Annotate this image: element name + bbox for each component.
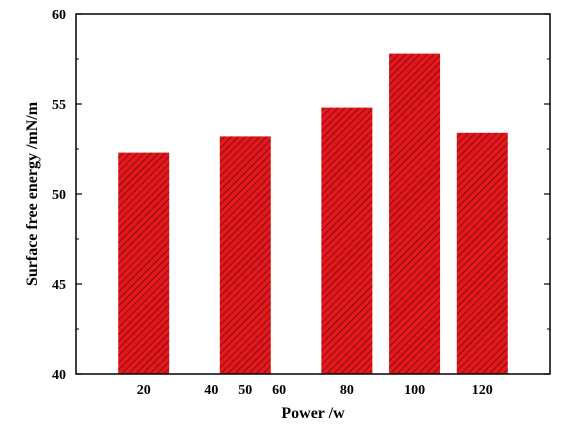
x-tick-label-120: 120: [472, 383, 493, 398]
y-tick-label-40: 40: [52, 368, 66, 383]
y-tick-label-50: 50: [52, 188, 66, 203]
bar-80: [321, 107, 373, 374]
bars-layer: [118, 53, 508, 374]
x-axis-title: Power /w: [281, 405, 345, 422]
y-tick-label-60: 60: [52, 8, 66, 23]
labels-layer: 40 45 50 55 60 20 40 50 60 80 100 120: [52, 8, 493, 398]
x-tick-label-20: 20: [137, 383, 151, 398]
ticks-layer: [76, 13, 550, 375]
bar-20: [118, 152, 170, 374]
bar-100: [389, 53, 441, 374]
y-axis-title: Surface free energy /mN/m: [24, 101, 41, 286]
y-tick-label-55: 55: [52, 98, 66, 113]
bar-120: [456, 132, 508, 374]
x-tick-label-60: 60: [272, 383, 286, 398]
x-tick-label-40: 40: [204, 383, 218, 398]
bar-50: [219, 136, 271, 374]
y-tick-label-45: 45: [52, 278, 66, 293]
x-tick-label-100: 100: [404, 383, 425, 398]
x-tick-label-50: 50: [238, 383, 252, 398]
x-tick-label-80: 80: [340, 383, 354, 398]
